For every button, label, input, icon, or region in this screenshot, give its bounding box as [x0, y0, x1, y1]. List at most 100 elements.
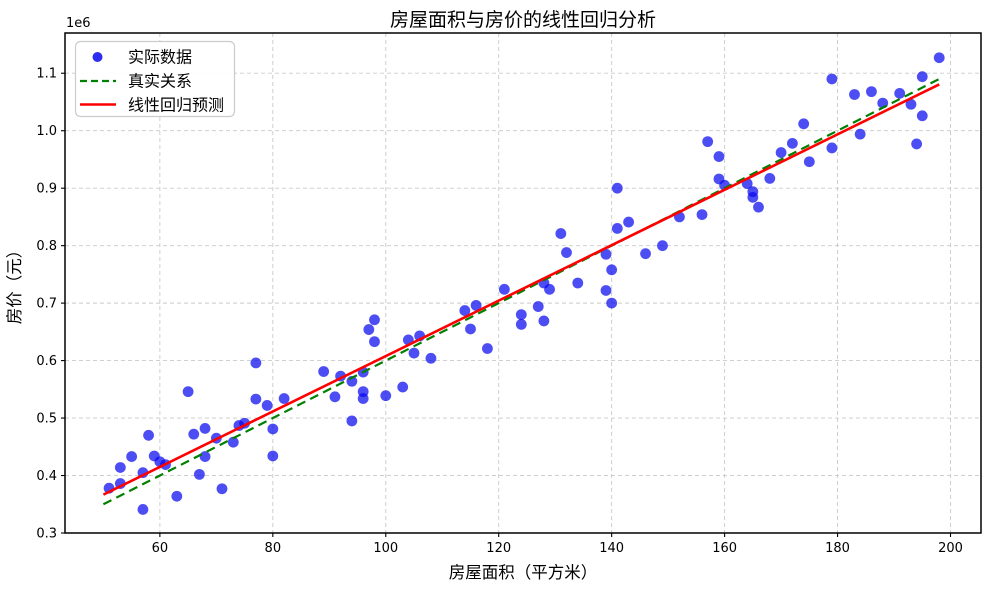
scatter-point [764, 173, 776, 184]
y-axis-offset-label: 1e6 [66, 16, 91, 31]
scatter-point [696, 209, 708, 221]
scatter-point [532, 301, 544, 312]
scatter-point [561, 247, 572, 258]
scatter-point [775, 147, 787, 158]
scatter-point [143, 429, 154, 441]
scatter-point [171, 490, 183, 502]
scatter-point [538, 315, 550, 327]
scatter-point [380, 390, 392, 402]
scatter-point [611, 182, 623, 194]
scatter-point [555, 228, 567, 239]
scatter-point [606, 264, 618, 276]
x-tick-label: 160 [712, 541, 737, 556]
scatter-point [854, 128, 866, 140]
scatter-point [849, 89, 860, 100]
scatter-point [397, 381, 409, 393]
scatter-point [866, 86, 877, 98]
y-tick-label: 1.1 [36, 67, 57, 82]
y-tick-label: 0.9 [36, 182, 57, 197]
x-tick-label: 200 [938, 541, 963, 556]
scatter-point [425, 352, 437, 364]
scatter-point [408, 347, 420, 359]
scatter-point [515, 318, 527, 330]
scatter-point [702, 136, 714, 148]
x-tick-label: 180 [825, 541, 850, 556]
scatter-point [318, 366, 330, 377]
scatter-point [572, 277, 584, 289]
regression-lines-layer [102, 77, 940, 506]
y-tick-label: 0.5 [36, 412, 57, 427]
scatter-point [126, 451, 138, 462]
x-tick-label: 60 [152, 541, 169, 556]
x-axis-label: 房屋面积（平方米） [449, 563, 598, 582]
scatter-point [216, 483, 228, 495]
scatter-point [498, 283, 510, 295]
scatter-point [459, 305, 471, 316]
ticks-layer: 60 80 100 120 140 160 180 200 0.3 0.4 0.5 0.6 0.7 0.8… [36, 67, 963, 556]
scatter-point [826, 73, 838, 85]
scatter-point [182, 386, 194, 398]
scatter-point [640, 248, 651, 260]
scatter-point [911, 138, 923, 150]
scatter-point [611, 223, 623, 234]
scatter-point [250, 393, 262, 405]
y-tick-label: 0.4 [36, 469, 57, 484]
legend-label-regression-prediction: 线性回归预测 [128, 96, 224, 115]
scatter-point [606, 297, 618, 309]
scatter-point [199, 423, 211, 434]
scatter-point [803, 156, 815, 168]
scatter-point [278, 393, 290, 404]
axes-frame [64, 32, 982, 534]
scatter-point [470, 300, 482, 311]
scatter-point [482, 343, 493, 354]
scatter-point [329, 391, 341, 403]
scatter-point [916, 110, 928, 122]
regression-prediction-line [102, 83, 940, 496]
scatter-point [363, 324, 375, 335]
scatter-point [250, 357, 262, 369]
scatter-point [713, 151, 725, 162]
true-relation-line [102, 77, 940, 506]
scatter-point [188, 428, 200, 440]
scatter-point [346, 415, 358, 427]
scatter-point [753, 201, 764, 213]
y-tick-label: 1.0 [36, 124, 57, 139]
chart-title: 房屋面积与房价的线性回归分析 [390, 9, 656, 31]
y-tick-label: 0.8 [36, 239, 57, 254]
x-tick-label: 80 [265, 541, 282, 556]
scatter-point [515, 309, 527, 321]
scatter-point [267, 450, 279, 462]
scatter-point [544, 283, 555, 295]
legend-label-actual-data: 实际数据 [128, 48, 192, 67]
scatter-point [369, 336, 380, 348]
scatter-point [267, 423, 279, 435]
x-tick-label: 140 [599, 541, 624, 556]
scatter-point [357, 393, 369, 404]
scatter-point [826, 142, 838, 154]
scatter-point [369, 314, 380, 326]
scatter-point [786, 137, 798, 149]
scatter-point [600, 285, 612, 296]
legend-box [74, 40, 236, 118]
scatter-point [916, 71, 928, 83]
scatter-points-layer [103, 52, 945, 515]
scatter-point [199, 451, 211, 462]
y-axis-label: 房价（元） [5, 242, 24, 325]
y-tick-label: 0.7 [36, 297, 57, 312]
scatter-point [933, 52, 945, 64]
legend-marker-dot-icon [92, 52, 103, 62]
y-tick-label: 0.6 [36, 354, 57, 369]
scatter-point [227, 436, 239, 448]
scatter-point [137, 504, 149, 515]
legend: 实际数据 真实关系 线性回归预测 [74, 40, 236, 118]
scatter-point [798, 118, 810, 130]
scatter-point [657, 240, 668, 252]
y-tick-label: 0.3 [36, 527, 57, 542]
scatter-point [600, 248, 612, 260]
scatter-point [465, 323, 476, 335]
scatter-point [905, 98, 917, 110]
scatter-point [894, 87, 906, 99]
legend-label-true-relation: 真实关系 [128, 72, 192, 91]
x-tick-label: 120 [486, 541, 511, 556]
